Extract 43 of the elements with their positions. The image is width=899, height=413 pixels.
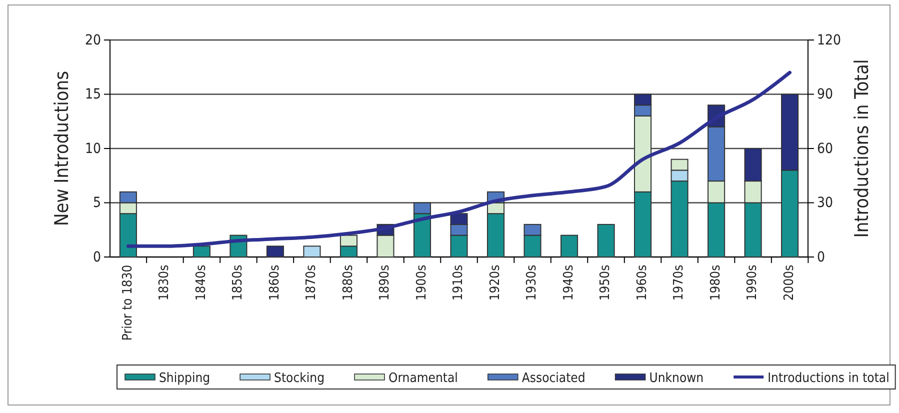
y2-tick-label: 120 bbox=[817, 32, 842, 48]
line-series bbox=[126, 70, 792, 248]
x-tick-label: 1930s bbox=[524, 264, 540, 301]
x-tick-label: 1950s bbox=[598, 264, 614, 301]
x-tick-label: 1920s bbox=[488, 264, 503, 301]
y-tick-label: 15 bbox=[84, 86, 101, 103]
y-tick-label: 20 bbox=[84, 32, 101, 48]
x-tick-label: 1990s bbox=[745, 264, 760, 301]
x-tick-label: 1890s bbox=[378, 264, 393, 301]
x-tick-label: 1830s bbox=[157, 264, 172, 301]
legend-label: Stocking bbox=[274, 371, 325, 386]
y2-tick-label: 30 bbox=[817, 195, 834, 212]
legend-label: Unknown bbox=[649, 371, 704, 386]
legend-label: Introductions in total bbox=[768, 371, 890, 386]
y2-tick-label: 60 bbox=[817, 140, 834, 157]
legend-label: Shipping bbox=[159, 371, 210, 386]
y-tick-label: 5 bbox=[92, 195, 101, 212]
x-tick-label: 1840s bbox=[194, 264, 209, 301]
x-tick-label: 1910s bbox=[451, 264, 466, 301]
x-tick-label: 2000s bbox=[782, 264, 797, 301]
y2-axis-title: Introductions in Total bbox=[851, 59, 873, 238]
x-tick-label: 1970s bbox=[672, 264, 687, 301]
bar bbox=[266, 246, 284, 258]
x-tick-label: Prior to 1830 bbox=[120, 264, 136, 341]
x-tick-label: 1880s bbox=[340, 264, 356, 301]
y2-tick-label: 90 bbox=[817, 86, 834, 103]
y-tick-label: 0 bbox=[92, 249, 101, 266]
x-tick-label: 1940s bbox=[561, 264, 576, 301]
y2-tick-label: 0 bbox=[817, 249, 826, 266]
x-tick-label: 1850s bbox=[230, 264, 246, 301]
legend-label: Ornamental bbox=[388, 371, 458, 386]
x-tick-label: 1900s bbox=[414, 264, 430, 301]
x-tick-label: 1860s bbox=[267, 264, 282, 301]
legend-label: Associated bbox=[522, 371, 586, 386]
bar bbox=[303, 246, 321, 258]
y-axis-title: New Introductions bbox=[51, 70, 73, 226]
x-tick-label: 1980s bbox=[708, 264, 724, 301]
bar bbox=[560, 234, 578, 258]
bar bbox=[192, 246, 210, 258]
x-tick-label: 1870s bbox=[304, 264, 320, 301]
x-tick-label: 1960s bbox=[634, 264, 650, 301]
bar bbox=[597, 224, 615, 258]
y-tick-label: 10 bbox=[84, 140, 101, 157]
